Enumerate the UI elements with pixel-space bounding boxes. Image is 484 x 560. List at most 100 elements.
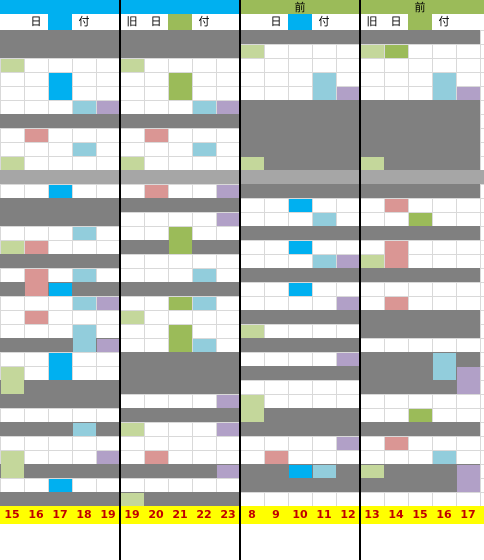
blue-cell — [49, 479, 72, 492]
gridline — [0, 72, 484, 73]
gray-bar — [240, 184, 360, 198]
lightblue-cell — [193, 143, 216, 156]
footer-number: 15 — [4, 508, 20, 521]
sub-label: 旧 — [126, 15, 138, 28]
footer-number: 19 — [100, 508, 116, 521]
green-cell — [409, 409, 432, 422]
pink-cell — [385, 437, 408, 450]
purple-cell — [337, 87, 360, 100]
gray-bar — [120, 198, 240, 212]
footer-number: 18 — [76, 508, 92, 521]
lightgreen-cell — [361, 465, 384, 478]
footer-number: 15 — [412, 508, 428, 521]
lightblue-cell — [73, 227, 96, 240]
blue-cell — [289, 241, 312, 254]
gridline — [0, 324, 484, 325]
gray-bar — [120, 408, 240, 422]
gray-bar — [240, 268, 360, 282]
blue-cell — [49, 283, 72, 296]
purple-cell — [337, 437, 360, 450]
lightblue-cell — [73, 297, 96, 310]
blue-cell — [49, 353, 72, 380]
footer-number: 23 — [220, 508, 236, 521]
gray-bar — [120, 114, 240, 128]
sub-label: 付 — [198, 15, 210, 28]
gray-bar — [120, 30, 240, 58]
purple-cell — [97, 451, 120, 464]
gray-bar — [360, 422, 480, 436]
purple-cell — [457, 367, 480, 394]
lightgreen-cell — [361, 255, 384, 268]
gridline — [0, 436, 484, 437]
pink-cell — [25, 241, 48, 254]
footer-band — [0, 506, 484, 524]
gridline — [0, 44, 484, 45]
group-separator — [119, 0, 121, 560]
lightgreen-cell — [1, 241, 24, 254]
lightgreen-cell — [361, 45, 384, 58]
gridline — [0, 58, 484, 59]
sub-label: 付 — [438, 15, 450, 28]
pink-cell — [385, 241, 408, 268]
purple-cell — [217, 423, 240, 436]
sub-label: 旧 — [366, 15, 378, 28]
purple-cell — [457, 87, 480, 100]
footer-number: 16 — [28, 508, 44, 521]
gray-bar — [240, 226, 360, 240]
gridline — [0, 212, 484, 213]
pink-cell — [25, 129, 48, 142]
purple-cell — [97, 339, 120, 352]
lightblue-cell — [313, 465, 336, 478]
purple-cell — [217, 213, 240, 226]
pink-cell — [145, 129, 168, 142]
group-label: 前 — [414, 1, 426, 14]
lightblue-cell — [313, 255, 336, 268]
lightgreen-cell — [241, 325, 264, 338]
gray-bar — [120, 464, 240, 478]
pink-cell — [385, 199, 408, 212]
gridline — [0, 282, 484, 283]
sub-label: 日 — [390, 15, 402, 28]
lightgreen-cell — [121, 311, 144, 324]
header-green-chip — [168, 14, 192, 30]
lightblue-cell — [193, 339, 216, 352]
blue-cell — [289, 199, 312, 212]
gray-bar — [0, 254, 120, 268]
gridline — [0, 352, 484, 353]
pink-cell — [25, 269, 48, 296]
gridline — [0, 254, 484, 255]
lightblue-cell — [73, 101, 96, 114]
gridline — [0, 86, 484, 87]
sub-label: 付 — [318, 15, 330, 28]
green-cell — [385, 45, 408, 58]
gray-bar — [120, 492, 240, 506]
lightgreen-cell — [361, 157, 384, 170]
gray-bar — [120, 282, 240, 296]
lightblue-cell — [193, 297, 216, 310]
footer-number: 11 — [316, 508, 332, 521]
lightblue-cell — [73, 423, 96, 436]
purple-cell — [217, 101, 240, 114]
gray-bar — [360, 310, 480, 338]
lightblue-cell — [73, 143, 96, 156]
gray-bar — [360, 184, 480, 198]
gray-bar — [0, 464, 120, 478]
lightblue-cell — [433, 73, 456, 100]
lightgreen-cell — [1, 451, 24, 478]
sub-label: 付 — [78, 15, 90, 28]
footer-number: 10 — [292, 508, 308, 521]
light-gray-band — [0, 170, 484, 184]
sub-label: 日 — [270, 15, 282, 28]
footer-number: 16 — [436, 508, 452, 521]
gray-bar — [240, 338, 360, 352]
header-green-chip — [408, 14, 432, 30]
footer-number: 14 — [388, 508, 404, 521]
group-label: 前 — [294, 1, 306, 14]
footer-number: 12 — [340, 508, 356, 521]
header-band-right — [240, 0, 484, 14]
blue-cell — [49, 73, 72, 100]
header-blue-chip — [288, 14, 312, 30]
footer-number: 22 — [196, 508, 212, 521]
lightblue-cell — [73, 269, 96, 282]
footer-number: 13 — [364, 508, 380, 521]
